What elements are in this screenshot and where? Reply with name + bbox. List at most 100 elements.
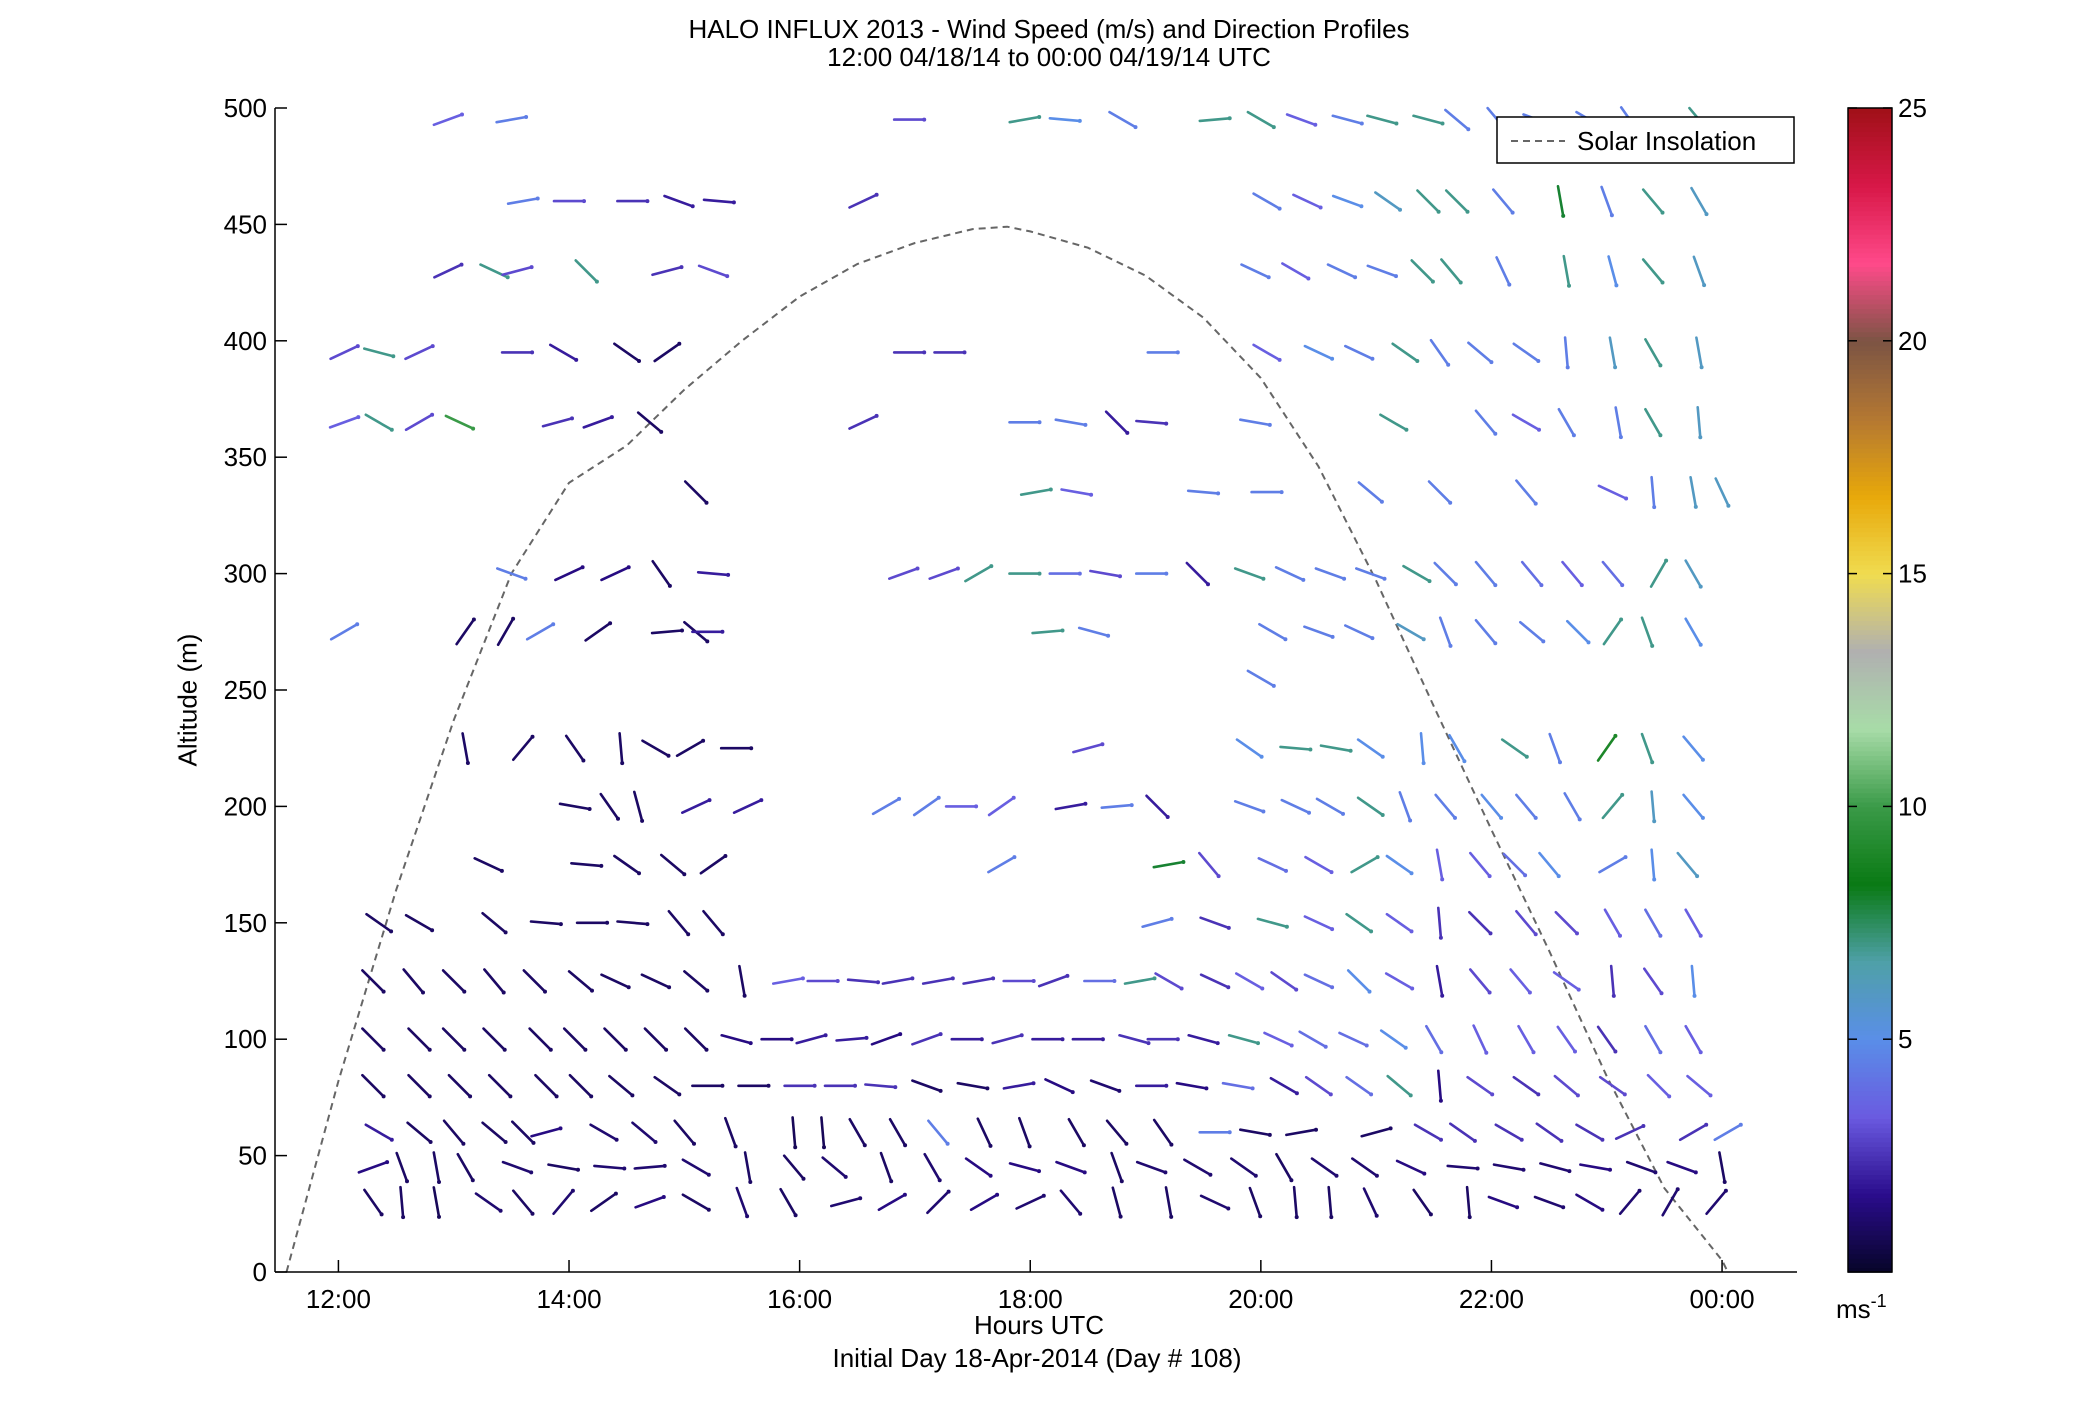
wind-barb-tip xyxy=(1165,815,1170,819)
wind-barb xyxy=(1468,910,1492,935)
wind-barb-tip xyxy=(1541,639,1546,644)
wind-barb xyxy=(1644,407,1662,437)
wind-barb-tip xyxy=(1403,1045,1408,1050)
wind-barb-tip xyxy=(1600,1207,1605,1212)
wind-barb xyxy=(1008,115,1041,124)
wind-barb xyxy=(495,567,527,581)
wind-barb-tip xyxy=(1330,356,1335,361)
wind-barb-tip xyxy=(1163,1170,1168,1175)
wind-barb-tip xyxy=(1698,1050,1703,1055)
colorbar-segment xyxy=(1848,950,1892,957)
colorbar-segment xyxy=(1848,918,1892,924)
wind-barb xyxy=(1198,851,1220,878)
colorbar-segment xyxy=(1848,336,1892,342)
wind-barb xyxy=(1494,1123,1523,1142)
colorbar-segment xyxy=(1848,880,1892,887)
wind-barb-tip xyxy=(1216,874,1221,879)
wind-barb xyxy=(1239,418,1272,427)
wind-barb xyxy=(616,920,649,926)
y-tick-label: 350 xyxy=(224,442,267,472)
wind-barb xyxy=(481,1121,507,1144)
wind-barb-tip xyxy=(589,1094,594,1099)
wind-barb-tip xyxy=(1060,1037,1065,1042)
wind-barb xyxy=(529,920,563,926)
wind-barb-tip xyxy=(1408,1093,1413,1098)
colorbar-segment xyxy=(1848,1076,1892,1082)
wind-barb-tip xyxy=(381,1094,386,1099)
colorbar-segment xyxy=(1848,1071,1892,1078)
wind-barb xyxy=(1285,113,1317,127)
wind-barb-tip xyxy=(1318,205,1323,210)
wind-barb-tip xyxy=(853,1083,857,1088)
wind-barb-tip xyxy=(1367,989,1372,994)
wind-barb-tip xyxy=(1277,206,1282,211)
colorbar-segment xyxy=(1848,564,1892,570)
wind-barb xyxy=(675,739,705,758)
wind-barb-tip xyxy=(1256,1041,1260,1046)
wind-barb xyxy=(1054,418,1087,427)
wind-barb xyxy=(407,1073,432,1098)
wind-barb xyxy=(987,796,1016,817)
wind-barb xyxy=(640,973,671,989)
wind-barb-tip xyxy=(1421,637,1426,642)
wind-barb-tip xyxy=(1695,874,1700,879)
wind-barb-tip xyxy=(1613,365,1618,370)
wind-barb xyxy=(1410,259,1435,283)
wind-barb xyxy=(1469,851,1491,878)
wind-barb-tip xyxy=(1374,1213,1379,1218)
wind-barb-tip xyxy=(645,922,650,927)
wind-barb xyxy=(600,973,631,989)
wind-barb-tip xyxy=(1619,617,1624,622)
wind-barb xyxy=(1031,629,1064,635)
colorbar-segment xyxy=(1848,1248,1892,1255)
wind-barb xyxy=(1303,973,1334,989)
x-axis-label: Hours UTC xyxy=(973,1310,1104,1340)
wind-barb xyxy=(1135,419,1168,425)
wind-barb-tip xyxy=(1421,761,1426,766)
wind-barb-tip xyxy=(988,1143,993,1148)
colorbar-segment xyxy=(1848,983,1892,989)
colorbar-unit-label: ms-1 xyxy=(1836,1291,1887,1324)
wind-barb-tip xyxy=(1379,499,1384,504)
wind-barb-tip xyxy=(1698,435,1703,440)
legend-box xyxy=(1496,116,1795,164)
colorbar-segment xyxy=(1848,764,1892,770)
colorbar-segment xyxy=(1848,359,1892,365)
wind-barb-tip xyxy=(470,1178,475,1183)
wind-barb-tip xyxy=(558,1126,563,1131)
colorbar-segment xyxy=(1848,806,1892,812)
wind-barb xyxy=(681,1193,711,1211)
wind-barb xyxy=(474,1192,502,1213)
wind-barb xyxy=(552,1189,575,1215)
colorbar-segment xyxy=(1848,648,1892,654)
y-tick-label: 0 xyxy=(253,1257,267,1287)
wind-barb-tip xyxy=(1380,813,1385,817)
wind-barb-tip xyxy=(1041,1193,1046,1198)
wind-barb xyxy=(593,1164,626,1170)
wind-barb xyxy=(1556,1025,1577,1053)
wind-barb-tip xyxy=(1700,815,1705,820)
wind-barb-tip xyxy=(405,1179,409,1184)
wind-barb xyxy=(1060,488,1093,497)
wind-barb xyxy=(1089,1079,1121,1093)
colorbar-segment xyxy=(1848,657,1892,663)
wind-barb xyxy=(1684,908,1702,938)
wind-barb xyxy=(362,347,395,358)
wind-barb-tip xyxy=(862,1143,867,1148)
colorbar-segment xyxy=(1848,405,1892,412)
wind-barb xyxy=(1609,964,1616,998)
wind-barb xyxy=(1678,1123,1708,1142)
colorbar-segment xyxy=(1848,759,1892,766)
colorbar-tick-label: 10 xyxy=(1898,791,1927,821)
wind-barb-tip xyxy=(379,1212,384,1217)
colorbar-segment xyxy=(1848,471,1892,477)
wind-barb-tip xyxy=(530,734,535,739)
wind-barb-tip xyxy=(498,1208,503,1213)
wind-barb-tip xyxy=(1334,1173,1339,1178)
wind-barb xyxy=(1601,560,1624,587)
colorbar-segment xyxy=(1848,154,1892,161)
colorbar-segment xyxy=(1848,1099,1892,1106)
wind-barb-tip xyxy=(748,1180,753,1184)
colorbar-segment xyxy=(1848,415,1892,421)
wind-barb-tip xyxy=(1422,1171,1427,1176)
